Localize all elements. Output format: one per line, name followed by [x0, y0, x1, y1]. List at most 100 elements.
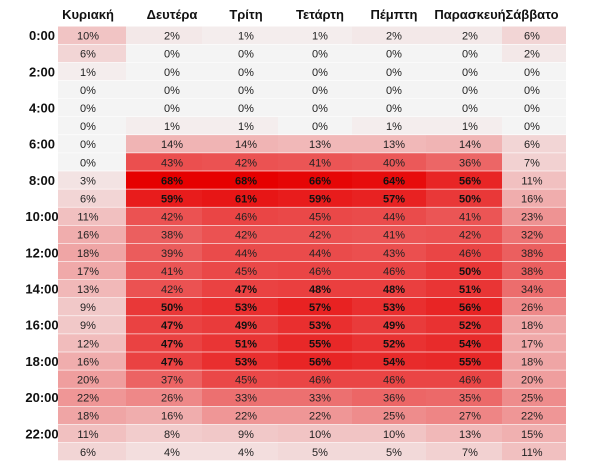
hour-label: 0:00: [29, 28, 55, 43]
cell-value: 52%: [459, 320, 481, 332]
cell-value: 0%: [462, 85, 478, 97]
cell-value: 16%: [161, 411, 183, 423]
cell-value: 52%: [383, 338, 405, 350]
cell-value: 6%: [80, 49, 96, 61]
cell-value: 50%: [459, 266, 481, 278]
heatmap-cell: [278, 171, 352, 189]
cell-value: 1%: [312, 31, 328, 43]
cell-value: 39%: [161, 248, 183, 260]
heatmap-cell: [278, 279, 352, 298]
hour-label: 8:00: [29, 173, 55, 188]
heatmap-cell: [58, 316, 126, 334]
heatmap-cell: [278, 352, 352, 370]
cell-value: 9%: [238, 429, 254, 441]
cell-value: 46%: [459, 248, 481, 260]
cell-value: 22%: [521, 411, 543, 423]
cell-value: 0%: [80, 85, 96, 97]
heatmap-cell: [502, 98, 566, 117]
cell-value: 9%: [80, 320, 96, 332]
cell-value: 45%: [235, 374, 257, 386]
heatmap-cell: [352, 261, 426, 280]
heatmap-cell: [352, 153, 426, 171]
cell-value: 47%: [161, 338, 183, 350]
heatmap-cell: [126, 279, 202, 298]
heatmap-cell: [126, 370, 202, 388]
heatmap-cell: [502, 117, 566, 135]
cell-value: 13%: [309, 139, 331, 151]
cell-value: 41%: [161, 266, 183, 278]
heatmap-cell: [502, 424, 566, 443]
heatmap-cell: [502, 26, 566, 44]
hour-label: 14:00: [25, 281, 58, 296]
cell-value: 0%: [386, 85, 402, 97]
cell-value: 22%: [77, 393, 99, 405]
cell-value: 1%: [462, 121, 478, 133]
hour-label: 12:00: [25, 245, 58, 260]
heatmap-cell: [58, 279, 126, 298]
cell-value: 17%: [521, 338, 543, 350]
heatmap-cell: [126, 261, 202, 280]
cell-value: 57%: [383, 193, 405, 205]
cell-value: 14%: [235, 139, 257, 151]
cell-value: 68%: [235, 175, 257, 187]
heatmap-cell: [202, 117, 278, 135]
cell-value: 42%: [161, 284, 183, 296]
cell-value: 0%: [386, 67, 402, 79]
heatmap-cell: [126, 171, 202, 189]
heatmap-cell: [202, 406, 278, 425]
heatmap-cell: [278, 298, 352, 316]
cell-value: 16%: [521, 193, 543, 205]
heatmap-cell: [352, 316, 426, 334]
heatmap-cell: [352, 225, 426, 244]
heatmap-cell: [426, 442, 502, 461]
heatmap-cell: [278, 334, 352, 352]
cell-value: 25%: [521, 393, 543, 405]
cell-value: 57%: [309, 302, 331, 314]
heatmap-cell: [58, 44, 126, 63]
cell-value: 8%: [164, 429, 180, 441]
cell-value: 50%: [161, 302, 183, 314]
cell-value: 0%: [164, 49, 180, 61]
cell-value: 5%: [312, 447, 328, 459]
cell-value: 22%: [309, 411, 331, 423]
heatmap-cell: [58, 98, 126, 117]
day-header: Παρασκευή: [434, 7, 505, 22]
heatmap-cell: [126, 26, 202, 44]
hour-label: 16:00: [25, 318, 58, 333]
cell-value: 20%: [521, 374, 543, 386]
cell-value: 3%: [80, 175, 96, 187]
hour-label: 4:00: [29, 100, 55, 115]
cell-value: 43%: [161, 157, 183, 169]
cell-value: 51%: [235, 338, 257, 350]
heatmap-cell: [58, 424, 126, 443]
heatmap-cell: [352, 207, 426, 225]
cell-value: 43%: [383, 248, 405, 260]
heatmap-cell: [278, 370, 352, 388]
heatmap-cell: [278, 62, 352, 81]
hour-label: 6:00: [29, 137, 55, 152]
heatmap-cell: [58, 370, 126, 388]
cell-value: 45%: [309, 212, 331, 224]
cell-value: 33%: [235, 393, 257, 405]
cell-value: 4%: [164, 447, 180, 459]
cell-value: 0%: [238, 67, 254, 79]
cell-value: 15%: [521, 429, 543, 441]
heatmap-cell: [202, 334, 278, 352]
cell-value: 0%: [164, 103, 180, 115]
heatmap-cell: [502, 334, 566, 352]
cell-value: 48%: [309, 284, 331, 296]
cell-value: 10%: [77, 31, 99, 43]
day-header: Πέμπτη: [371, 7, 418, 22]
cell-value: 0%: [238, 103, 254, 115]
cell-value: 14%: [161, 139, 183, 151]
cell-value: 35%: [459, 393, 481, 405]
heatmap-cell: [58, 442, 126, 461]
heatmap-cell: [278, 243, 352, 262]
heatmap-cell: [426, 153, 502, 171]
heatmap-cell: [352, 243, 426, 262]
heatmap-cell: [352, 334, 426, 352]
heatmap-cell: [58, 406, 126, 425]
heatmap-cell: [502, 80, 566, 99]
cell-value: 49%: [383, 320, 405, 332]
